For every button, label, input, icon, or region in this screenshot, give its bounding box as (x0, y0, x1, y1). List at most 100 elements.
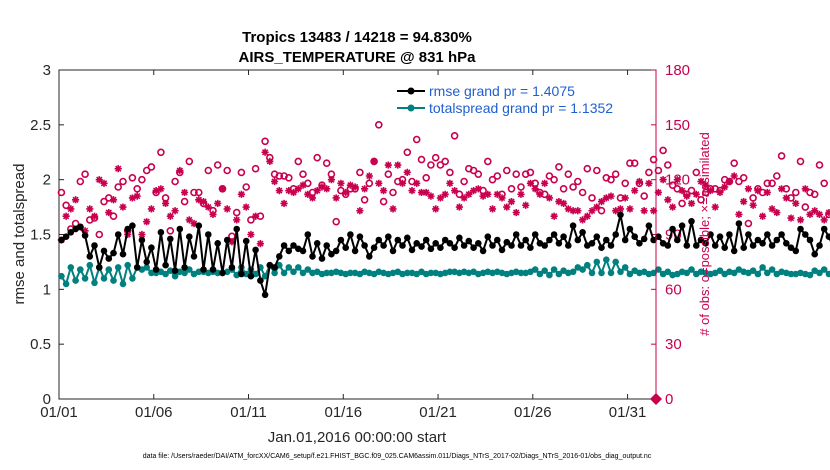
obs-assimilated-point (342, 188, 350, 197)
totalspread-point (541, 267, 548, 275)
rmse-point (119, 250, 127, 258)
obs-assimilated-point (90, 212, 99, 220)
rmse-point (764, 231, 771, 238)
obs-assimilated-point (531, 185, 539, 193)
obs-assimilated-point (408, 187, 416, 195)
obs-possible-point (441, 157, 450, 166)
obs-assimilated-point (427, 192, 435, 200)
totalspread-point (299, 269, 307, 277)
obs-possible-point (95, 230, 104, 239)
obs-assimilated-point (218, 185, 227, 193)
obs-assimilated-point (740, 198, 748, 206)
y-right-tick-label: 180 (665, 62, 690, 79)
totalspread-point (62, 280, 70, 288)
totalspread-point (612, 258, 619, 266)
rmse-point (190, 253, 198, 260)
obs-assimilated-point (725, 177, 734, 186)
obs-possible-point (730, 159, 739, 167)
totalspread-point (171, 272, 179, 280)
y-right-tick-label: 30 (665, 336, 682, 353)
obs-possible-point (649, 155, 658, 164)
rmse-point (655, 233, 662, 240)
obs-assimilated-point (313, 187, 321, 195)
y-tick-label: 0.5 (30, 336, 51, 353)
obs-assimilated-point (640, 207, 648, 215)
obs-assimilated-point (124, 230, 132, 239)
rmse-point (598, 244, 605, 251)
obs-possible-point (195, 188, 203, 197)
obs-assimilated-point (417, 188, 426, 197)
totalspread-point (650, 269, 657, 277)
obs-possible-point (583, 164, 592, 173)
obs-assimilated-point (176, 166, 184, 175)
obs-possible-point (744, 219, 753, 228)
y-right-tick-label: 0 (665, 391, 673, 408)
obs-possible-point (483, 157, 492, 166)
rmse-point (645, 222, 653, 229)
rmse-point (569, 222, 577, 229)
obs-assimilated-point (204, 203, 212, 211)
rmse-point (347, 231, 354, 238)
obs-assimilated-point (337, 179, 345, 187)
obs-possible-point (237, 168, 246, 177)
totalspread-point (754, 270, 762, 278)
rmse-point (186, 233, 193, 240)
obs-assimilated-point (252, 212, 260, 220)
obs-assimilated-point (569, 207, 577, 215)
rmse-point (820, 225, 828, 233)
totalspread-point (579, 266, 586, 273)
rmse-point (621, 236, 629, 244)
totalspread-point (86, 261, 94, 269)
totalspread-point (787, 270, 795, 278)
rmse-point (223, 236, 231, 244)
obs-possible-point (469, 166, 478, 175)
obs-assimilated-point (323, 185, 331, 193)
rmse-point (522, 236, 529, 244)
y-tick-label: 1.5 (30, 227, 51, 244)
obs-assimilated-point (730, 172, 738, 180)
x-tick-label: 01/16 (325, 404, 363, 421)
rmse-point (370, 244, 378, 251)
y-tick-label: 1 (43, 281, 51, 298)
rmse-point (276, 253, 283, 260)
rmse-point (626, 225, 634, 233)
obs-possible-point (559, 185, 568, 193)
rmse-point (404, 234, 411, 242)
totalspread-point (323, 269, 331, 277)
obs-possible-point (436, 161, 445, 169)
totalspread-point (280, 269, 288, 277)
obs-assimilated-point (67, 205, 75, 213)
rmse-point (418, 243, 425, 250)
rmse-point (531, 231, 539, 238)
totalspread-point (716, 267, 724, 275)
rmse-point (271, 264, 278, 271)
rmse-point (787, 244, 795, 251)
totalspread-point (91, 279, 98, 287)
chart-title-line1: Tropics 13483 / 14218 = 94.830% (242, 29, 472, 46)
obs-assimilated-point (436, 194, 445, 202)
rmse-point (299, 247, 307, 255)
obs-assimilated-point (801, 185, 809, 193)
rmse-point (678, 222, 686, 229)
totalspread-point (110, 277, 117, 284)
obs-possible-point (138, 175, 146, 184)
obs-assimilated-point (209, 210, 217, 218)
obs-assimilated-point (270, 177, 279, 186)
rmse-point (555, 240, 563, 247)
totalspread-point (124, 261, 131, 269)
obs-possible-point (455, 190, 464, 199)
rmse-point (96, 264, 103, 271)
obs-assimilated-point (796, 216, 805, 224)
obs-assimilated-point (498, 194, 506, 202)
rmse-point (408, 246, 416, 254)
totalspread-point (531, 266, 539, 273)
obs-possible-point (607, 175, 615, 184)
obs-assimilated-point (607, 192, 615, 200)
y-tick-label: 2 (43, 172, 51, 189)
rmse-point (58, 236, 65, 244)
totalspread-point (129, 275, 136, 282)
obs-assimilated-point (668, 203, 677, 211)
obs-assimilated-point (280, 199, 288, 208)
rmse-point (242, 237, 250, 245)
